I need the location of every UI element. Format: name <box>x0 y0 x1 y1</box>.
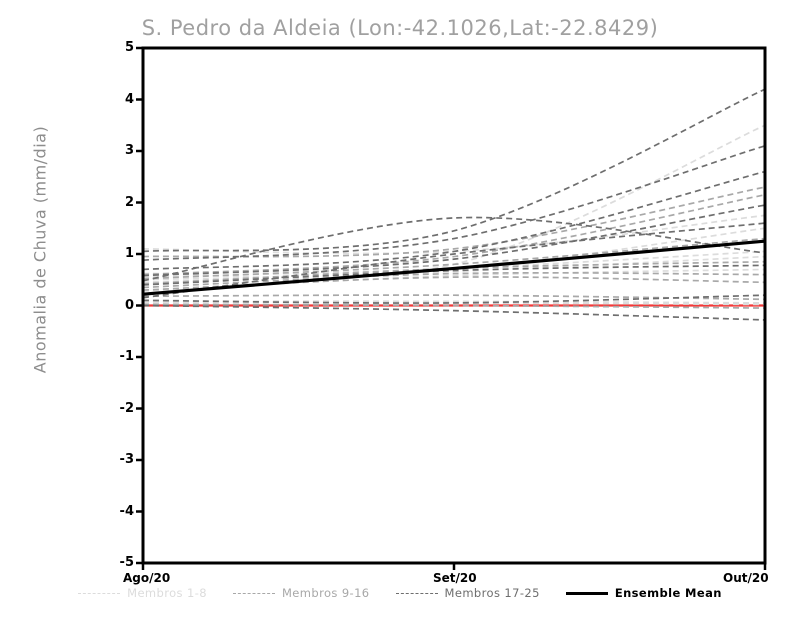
legend-label: Membros 9-16 <box>281 586 370 600</box>
y-axis-tick-label: 2 <box>124 194 134 210</box>
legend-item: Ensemble Mean <box>565 586 722 600</box>
member-line <box>143 303 765 309</box>
member-line <box>143 264 765 286</box>
member-line <box>143 294 765 301</box>
y-axis-tick-label: -5 <box>119 555 134 570</box>
y-axis-tick-label: 3 <box>124 143 134 158</box>
ensemble-mean-line <box>143 239 765 296</box>
member-line <box>143 186 765 258</box>
member-line <box>143 294 765 304</box>
y-axis-tick-label: -1 <box>119 349 134 364</box>
legend-item: Membros 17-25 <box>395 586 540 600</box>
x-axis-tick-label: Ago/20 <box>123 571 171 585</box>
legend-label: Membros 1-8 <box>127 586 207 600</box>
member-line <box>143 304 765 321</box>
y-axis-tick-label: 1 <box>124 246 134 261</box>
legend-swatch-icon <box>395 592 438 594</box>
y-axis-tick-label: 5 <box>124 40 134 55</box>
member-line <box>143 88 765 253</box>
y-axis-tick-label: 0 <box>124 297 134 313</box>
member-line <box>143 145 765 262</box>
legend-label: Membros 17-25 <box>444 586 540 600</box>
page-title: S. Pedro da Aldeia (Lon:-42.1026,Lat:-22… <box>141 16 659 40</box>
member-line <box>143 271 765 289</box>
y-axis-tick-label: -3 <box>119 452 134 467</box>
member-line <box>143 214 765 255</box>
x-axis-tick-label: Set/20 <box>433 571 477 585</box>
legend-item: Membros 1-8 <box>78 586 207 600</box>
member-line <box>143 204 765 277</box>
y-axis-tick-label: -4 <box>119 503 134 519</box>
y-axis-label: Anomalia de Chuva (mm/dia) <box>30 125 50 374</box>
member-line <box>143 124 765 279</box>
y-axis-tick-label: -2 <box>119 400 134 416</box>
legend-item: Membros 9-16 <box>232 586 370 600</box>
chart-legend: Membros 1-8 Membros 9-16 Membros 17-25 Ense… <box>0 586 800 600</box>
legend-swatch-icon <box>78 592 121 594</box>
member-line <box>143 170 765 271</box>
legend-label: Ensemble Mean <box>614 586 722 600</box>
x-axis-tick-label: Out/20 <box>723 571 769 585</box>
member-line <box>143 237 765 280</box>
member-line <box>143 193 765 276</box>
legend-swatch-icon <box>232 592 275 594</box>
legend-swatch-icon <box>565 591 608 595</box>
member-line <box>143 216 765 282</box>
y-axis-tick-label: 4 <box>124 91 134 107</box>
